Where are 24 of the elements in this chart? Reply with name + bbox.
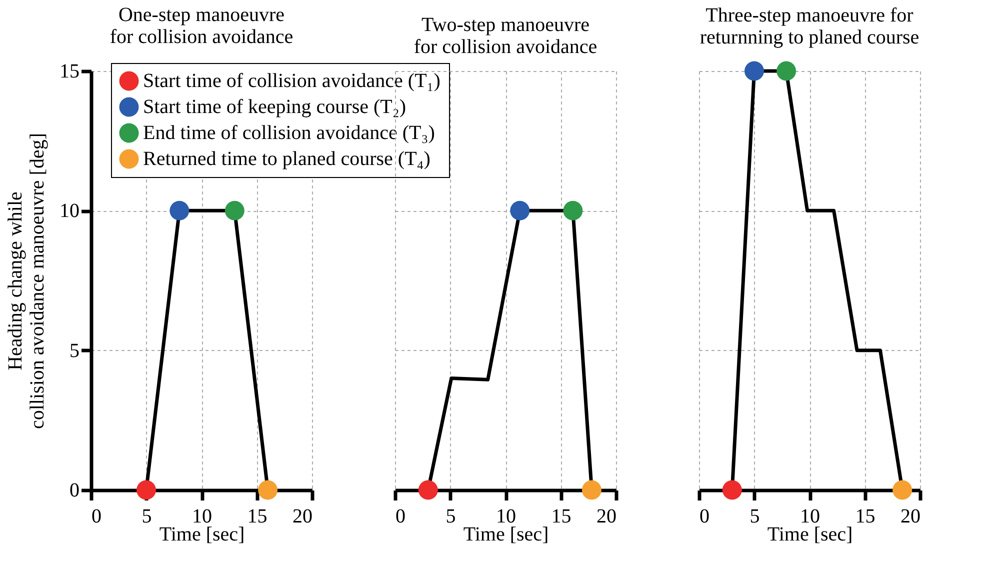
x-tick-label: 0 xyxy=(92,506,102,528)
x-tick-label: 0 xyxy=(700,506,710,528)
y-tick-label: 15 xyxy=(60,60,80,82)
x-tick-label: 0 xyxy=(396,506,406,528)
y-tick-label: 0 xyxy=(70,480,80,502)
y-tick-label: 5 xyxy=(70,340,80,362)
chart-title: Three-step manoeuvre for returnning to planed course xyxy=(700,4,920,48)
legend-label: End time of collision avoidance (T₃) xyxy=(143,122,435,144)
legend-label: Start time of collision avoidance (T₁) xyxy=(143,70,440,92)
x-tick-label: 5 xyxy=(446,506,456,528)
x-tick-label: 5 xyxy=(142,506,152,528)
x-tick-label: 15 xyxy=(551,506,572,528)
legend-label: Start time of keeping course (T₂) xyxy=(143,96,406,118)
legend-label: Returned time to planed course (T₄) xyxy=(143,148,430,170)
y-tick-label: 10 xyxy=(60,200,80,222)
x-tick-label: 20 xyxy=(292,506,312,528)
x-tick-label: 20 xyxy=(596,506,616,528)
y-axis-title: Heading change while collision avoidance manoeuvre [deg] xyxy=(4,133,48,429)
x-tick-label: 20 xyxy=(900,506,920,528)
chart-title: Two-step manoeuvre for collision avoidance xyxy=(414,14,598,58)
chart-title: One-step manoeuvre for collision avoidance xyxy=(110,4,294,48)
x-tick-label: 15 xyxy=(855,506,876,528)
x-tick-label: 15 xyxy=(247,506,268,528)
x-tick-label: 5 xyxy=(750,506,760,528)
